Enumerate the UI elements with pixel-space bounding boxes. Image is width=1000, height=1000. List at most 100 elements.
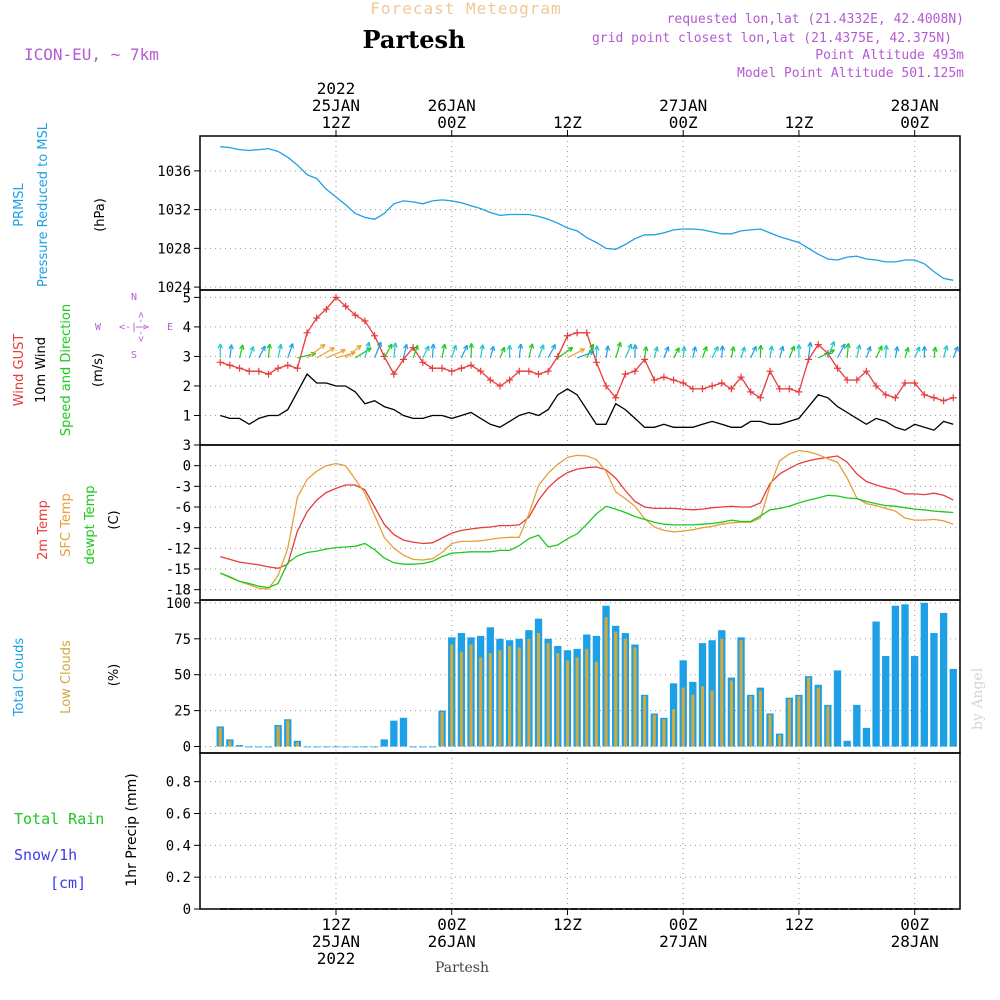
y-tick-label: -18 [166,583,191,599]
total-cloud-bar [370,746,379,748]
y-tick-label: 3 [183,349,191,365]
pressure-line [220,146,954,281]
low-cloud-bar [643,696,647,747]
low-clouds-label: Low Clouds [59,640,74,714]
wind-arrow-head [702,346,708,352]
wind-direction-arrow [480,344,484,358]
wind-arrow-head [567,346,574,353]
panel-frame [199,289,961,446]
rain-label: Total Rain [14,810,104,828]
gust-marker [563,332,571,340]
product-title: Forecast Meteogram [370,0,561,18]
gust-marker [245,367,253,375]
total-cloud-bar [891,605,900,747]
wind-arrow-head [932,346,938,352]
total-cloud-bar [390,720,398,747]
total-cloud-bar [235,745,244,747]
low-cloud-bar [787,699,791,747]
total-cloud-bar [409,746,417,748]
gust-marker [756,394,764,402]
wind-direction-arrow [393,342,397,358]
wind-arrow-head [790,345,796,352]
wind-arrow-head [713,346,719,352]
gust-marker [255,367,263,375]
gust-marker [284,361,292,369]
wind-arrow-head [463,344,468,351]
gust-marker [920,391,928,399]
low-cloud-bar [681,687,685,747]
t2m-label: 2m Temp [36,500,51,560]
y-tick-label: 0.8 [166,775,191,791]
total-cloud-bar [930,633,938,747]
gust-marker [592,358,600,366]
compass-w: W [95,322,102,333]
wind-direction-arrow [238,344,244,359]
gust-marker [313,314,321,322]
low-cloud-bar [459,651,463,747]
gust-marker [795,388,803,396]
wind-arrow-head [915,346,921,352]
wind-direction-arrow [277,344,282,359]
gust-marker [419,358,427,366]
low-cloud-bar [778,735,782,747]
wind-arrow-head [451,344,458,351]
gust-marker [737,373,745,381]
total-cloud-bar [862,727,871,747]
compass-e: E [167,322,173,333]
gust-marker [930,394,938,402]
time-label-top: 27JAN [659,96,707,115]
gust-marker [457,364,465,372]
pressure-label-1: PRMSL [12,182,27,226]
wind-direction-arrow [904,347,909,359]
low-cloud-bar [758,690,762,747]
wind-direction-arrow [528,343,533,359]
y-tick-label: 0.4 [166,838,191,854]
wind-arrow-head [877,345,883,351]
gust-marker [361,317,369,325]
wind-arrow-head [277,343,283,350]
wind-direction-arrow [701,346,708,359]
wind-arrow-head [757,344,764,350]
time-label-top: 25JAN [312,96,360,115]
gust-marker [544,367,552,375]
wind-arrow-head [691,346,698,352]
credit-watermark: by Angel [970,667,986,730]
wind-direction-arrow [547,344,556,359]
wind-arrow-head [239,344,245,350]
wind-direction-arrow [807,342,812,358]
low-cloud-bar [729,680,733,747]
point-altitude: Point Altitude 493m [815,48,964,63]
wind-arrow-head [664,346,670,352]
gust-marker [602,382,610,390]
gust-marker [583,329,591,337]
wind-arrow-head [319,343,326,350]
y-tick-label: -9 [174,521,191,537]
wind-direction-arrow [402,344,408,359]
wind-arrow-head [500,346,506,353]
temp-unit: (C) [107,510,122,529]
low-cloud-bar [710,690,714,747]
low-cloud-bar [575,657,579,747]
low-cloud-bar [594,661,598,747]
gust-marker [853,376,861,384]
wind-arrow-head [468,343,475,349]
low-cloud-bar [797,696,801,747]
gust-marker [679,379,687,387]
total-cloud-bar [341,746,350,748]
y-tick-label: 1028 [157,241,191,257]
gust-marker [747,388,755,396]
total-cloud-bar [843,740,851,747]
total-cloud-bar [351,746,359,748]
gust-marker [698,385,706,393]
time-label-top: 26JAN [428,96,476,115]
wind-direction-arrow [567,348,585,359]
gust-marker [293,364,301,372]
wind-direction-arrow [730,346,735,359]
time-label-bottom: 12Z [784,915,813,934]
wind-arrow-head [740,346,746,352]
low-cloud-bar [536,633,541,747]
low-cloud-bar [749,696,753,747]
footer-location: Partesh [435,960,489,976]
total-cloud-bar [399,717,408,747]
wind-arrow-head [506,344,513,350]
